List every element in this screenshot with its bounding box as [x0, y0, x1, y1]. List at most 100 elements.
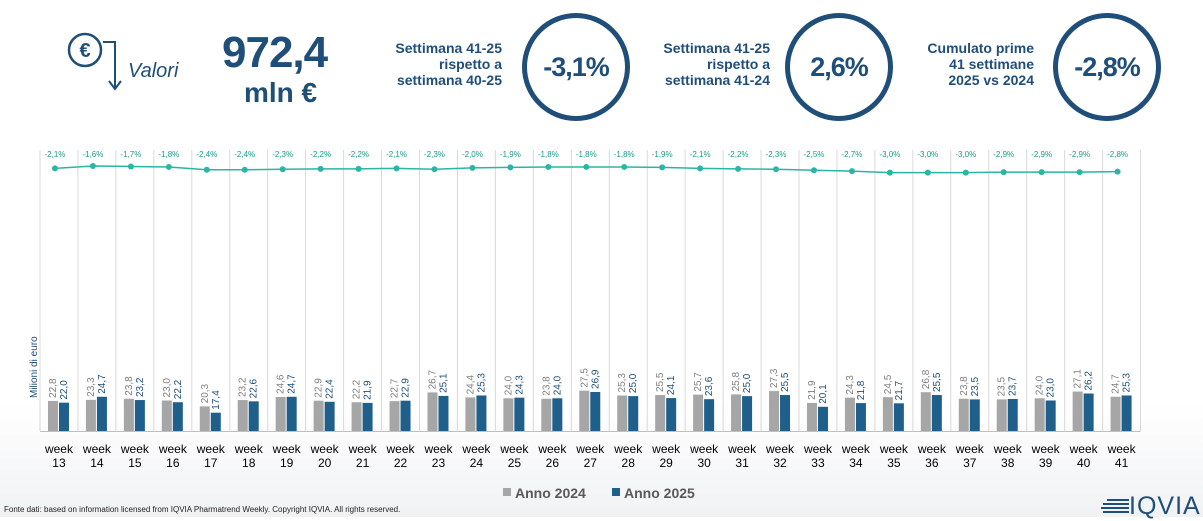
bar-2024: [541, 398, 552, 431]
growth-point: [89, 163, 96, 169]
legend-label: Anno 2024: [515, 485, 586, 501]
category-label: week: [537, 442, 567, 456]
growth-point: [1114, 168, 1121, 175]
category-label: week: [82, 442, 112, 456]
comparison-circle-week: -3,1%: [522, 13, 630, 121]
data-label-2024: 24,7: [1111, 374, 1122, 394]
bar-2025: [742, 396, 753, 431]
bar-2024: [693, 394, 704, 431]
category-label: week: [1069, 442, 1099, 456]
category-label: 40: [1077, 456, 1091, 470]
data-label-2024: 24,5: [883, 374, 894, 394]
bar-2024: [237, 400, 248, 431]
bar-2024: [427, 392, 438, 431]
growth-point: [773, 166, 780, 173]
data-label-2025: 24,1: [666, 375, 677, 395]
bar-2024: [996, 399, 1007, 431]
category-label: 33: [811, 456, 825, 470]
data-label-2025: 25,3: [1122, 373, 1133, 393]
comparison-label-cumulative: Cumulato prime 41 settimane 2025 vs 2024: [927, 40, 1034, 88]
data-label-2024: 22,7: [390, 378, 401, 398]
category-label: 17: [204, 456, 218, 470]
data-label-2024: 27,1: [1073, 369, 1084, 389]
data-label-2025: 23,0: [1046, 378, 1057, 398]
growth-point: [469, 164, 476, 171]
bar-2024: [1110, 396, 1121, 431]
growth-label: -1,8%: [576, 150, 597, 159]
growth-label: -2,9%: [1031, 150, 1052, 159]
category-label: 28: [622, 456, 636, 470]
category-label: 13: [52, 456, 66, 470]
growth-point: [962, 169, 969, 176]
category-label: week: [917, 442, 947, 456]
growth-label: -1,8%: [614, 150, 635, 159]
bar-2024: [503, 398, 514, 431]
bar-2025: [286, 396, 297, 431]
data-label-2025: 22,6: [249, 378, 260, 398]
growth-label: -2,2%: [310, 150, 331, 159]
bar-2024: [882, 397, 893, 431]
bar-2025: [96, 396, 107, 431]
growth-label: -2,3%: [424, 150, 445, 159]
data-label-2024: 25,7: [693, 372, 704, 392]
bar-2025: [780, 395, 791, 431]
growth-label: -3,0%: [879, 150, 900, 159]
category-label: week: [386, 442, 416, 456]
y-axis-label: Milioni di euro: [29, 336, 40, 398]
category-label: 24: [470, 456, 484, 470]
source-note: Fonte dati: based on information license…: [4, 505, 401, 514]
data-label-2025: 25,5: [780, 372, 791, 392]
bar-2025: [400, 400, 411, 431]
bar-2025: [324, 401, 335, 431]
data-label-2025: 25,3: [476, 373, 487, 393]
growth-label: -2,0%: [462, 150, 483, 159]
category-label: 14: [90, 456, 104, 470]
growth-point: [317, 165, 324, 172]
iqvia-logo-text: IQVIA: [1129, 492, 1201, 520]
category-label: week: [993, 442, 1023, 456]
legend-swatch: [612, 488, 620, 496]
data-label-2025: 25,5: [932, 372, 943, 392]
bar-2024: [731, 394, 742, 431]
bar-2025: [476, 395, 487, 431]
kpi-unit: mln €: [244, 77, 318, 108]
bar-2025: [855, 403, 866, 431]
category-label: week: [234, 442, 264, 456]
category-label: week: [651, 442, 681, 456]
bar-2025: [514, 397, 525, 431]
category-label: week: [879, 442, 909, 456]
growth-point: [697, 165, 704, 172]
growth-label: -2,1%: [690, 150, 711, 159]
category-label: week: [727, 442, 757, 456]
growth-point: [431, 166, 438, 173]
data-label-2024: 21,9: [807, 380, 818, 400]
category-label: 32: [773, 456, 787, 470]
svg-text:€: €: [79, 40, 90, 62]
category-label: week: [499, 442, 529, 456]
data-label-2025: 21,9: [363, 380, 374, 400]
category-label: week: [841, 442, 871, 456]
data-label-2025: 26,2: [1084, 371, 1095, 391]
data-label-2024: 26,7: [427, 370, 438, 390]
category-label: week: [310, 442, 340, 456]
growth-point: [886, 169, 893, 176]
category-label: 34: [849, 456, 863, 470]
bar-2024: [85, 399, 96, 431]
category-label: week: [158, 442, 188, 456]
bar-2025: [931, 395, 942, 431]
data-label-2025: 23,7: [1008, 376, 1019, 396]
growth-label: -2,2%: [348, 150, 369, 159]
growth-point: [507, 164, 514, 171]
category-label: week: [689, 442, 719, 456]
data-label-2025: 21,7: [894, 380, 905, 400]
data-label-2025: 22,4: [325, 379, 336, 399]
growth-label: -3,0%: [917, 150, 938, 159]
category-label: 25: [508, 456, 522, 470]
category-label: 30: [697, 456, 711, 470]
growth-point: [127, 163, 134, 170]
growth-point: [545, 163, 552, 170]
growth-label: -2,3%: [766, 150, 787, 159]
bar-2024: [275, 396, 286, 431]
data-label-2024: 23,8: [959, 376, 970, 396]
